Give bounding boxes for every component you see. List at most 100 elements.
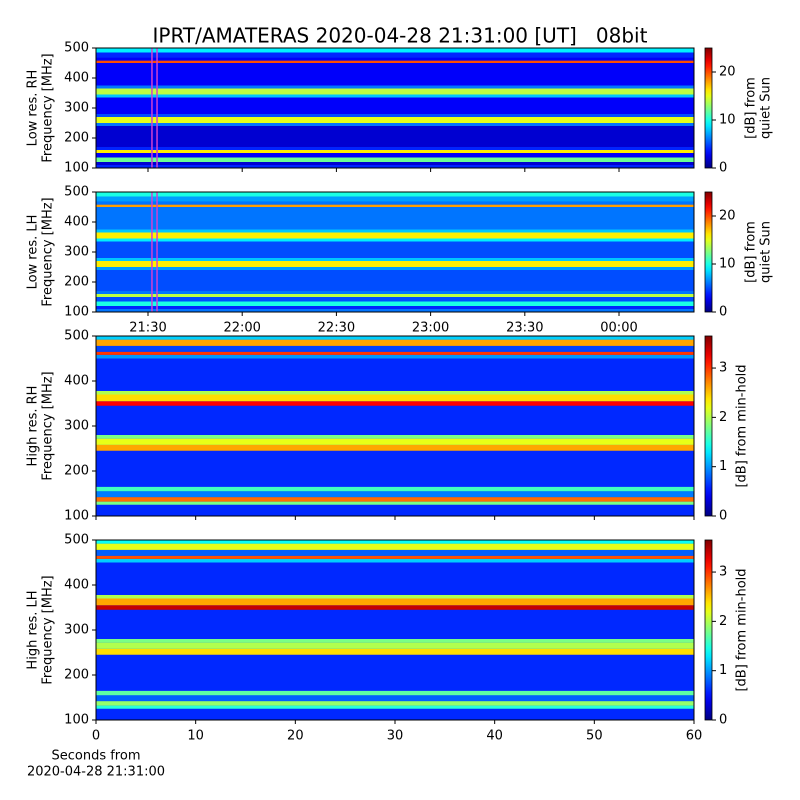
heatmap-band <box>96 358 694 391</box>
heatmap-band <box>96 114 694 117</box>
y-tick-label: 300 <box>64 419 89 434</box>
heatmap-band <box>96 123 694 126</box>
y-axis-label: High res. RH <box>26 386 41 467</box>
heatmap-band <box>96 450 694 487</box>
heatmap-band <box>96 558 694 563</box>
heatmap-band <box>96 196 694 202</box>
y-tick-label: 100 <box>64 161 89 176</box>
heatmap-band <box>96 501 694 505</box>
y-tick-label: 500 <box>64 41 89 56</box>
colorbar-label: [dB] from <box>744 77 759 139</box>
heatmap-band <box>96 609 694 639</box>
heatmap-band <box>96 405 694 435</box>
x-axis-label: Seconds from <box>51 749 140 764</box>
heatmap-band <box>96 562 694 595</box>
heatmap-band <box>96 162 694 165</box>
heatmap-band <box>96 150 694 153</box>
y-axis-label: Frequency [MHz] <box>41 371 56 480</box>
y-tick-label: 500 <box>64 185 89 200</box>
colorbar-label: [dB] from <box>744 221 759 283</box>
heatmap-band <box>96 549 694 556</box>
y-tick-label: 400 <box>64 215 89 230</box>
heatmap-band <box>96 654 694 691</box>
heatmap-band <box>96 52 694 58</box>
x-tick-label: 23:30 <box>506 321 543 336</box>
heatmap-band <box>96 238 694 242</box>
colorbar-label: quiet Sun <box>759 221 774 283</box>
y-axis-label: Frequency [MHz] <box>41 575 56 684</box>
colorbar <box>704 335 713 517</box>
x-tick-label: 0 <box>92 729 100 744</box>
colorbar-label: quiet Sun <box>759 77 774 139</box>
heatmap-band <box>96 94 694 98</box>
heatmap-band <box>96 708 694 720</box>
y-tick-label: 200 <box>64 131 89 146</box>
heatmap-band <box>96 354 694 359</box>
heatmap-band <box>96 57 694 61</box>
colorbar-tick-label: 0 <box>719 509 727 524</box>
heatmap-band <box>96 204 694 207</box>
heatmap-band <box>96 555 694 559</box>
heatmap-band <box>96 60 694 63</box>
x-tick-label: 40 <box>486 729 503 744</box>
heatmap-band <box>96 258 694 261</box>
heatmap-band <box>96 605 694 610</box>
heatmap-band <box>96 301 694 306</box>
x-tick-label: 21:30 <box>129 321 166 336</box>
heatmap-band <box>96 339 694 346</box>
colorbar-tick-label: 1 <box>719 663 727 678</box>
heatmap-band <box>96 390 694 395</box>
heatmap-band <box>96 491 694 498</box>
heatmap-band <box>96 309 694 312</box>
heatmap-band <box>96 438 694 445</box>
heatmap-band <box>96 540 694 544</box>
heatmap-band <box>96 207 694 230</box>
heatmap-band <box>96 701 694 706</box>
y-tick-label: 200 <box>64 275 89 290</box>
y-tick-label: 400 <box>64 374 89 389</box>
x-tick-label: 00:00 <box>600 321 637 336</box>
heatmap-band <box>96 192 694 197</box>
colorbar-tick-label: 0 <box>719 713 727 728</box>
heatmap-band <box>96 639 694 643</box>
heatmap-band <box>96 497 694 502</box>
colorbar-tick-label: 3 <box>719 361 727 376</box>
colorbar-tick-label: 0 <box>719 305 727 320</box>
heatmap-band <box>96 229 694 233</box>
heatmap-band <box>96 690 694 696</box>
heatmap-band <box>96 705 694 709</box>
x-tick-label: 20 <box>287 729 304 744</box>
heatmap-band <box>96 642 694 649</box>
heatmap-band <box>96 88 694 95</box>
heatmap-band <box>96 504 694 516</box>
heatmap-band <box>96 267 694 270</box>
heatmap-band <box>96 63 694 86</box>
colorbar-tick-label: 20 <box>719 209 736 224</box>
heatmap-band <box>96 232 694 239</box>
heatmap-band <box>96 435 694 439</box>
y-tick-label: 100 <box>64 305 89 320</box>
heatmap-band <box>96 165 694 168</box>
colorbar-tick-label: 2 <box>719 614 727 629</box>
y-tick-label: 500 <box>64 533 89 548</box>
heatmap-band <box>96 345 694 352</box>
y-axis-label: High res. LH <box>26 590 41 669</box>
heatmap-band <box>96 648 694 655</box>
heatmap-band <box>96 598 694 606</box>
x-tick-label: 30 <box>387 729 404 744</box>
heatmap-band <box>96 147 694 150</box>
x-tick-label: 22:30 <box>318 321 355 336</box>
x-tick-label: 23:00 <box>412 321 449 336</box>
heatmap-band <box>96 261 694 267</box>
colorbar-tick-label: 10 <box>719 113 736 128</box>
heatmap-band <box>96 297 694 302</box>
y-tick-label: 300 <box>64 245 89 260</box>
heatmap-band <box>96 444 694 451</box>
colorbar-label: [dB] from min-hold <box>735 568 750 691</box>
heatmap-band <box>96 486 694 492</box>
colorbar <box>704 539 713 721</box>
heatmap-band <box>96 126 694 147</box>
x-tick-label: 60 <box>686 729 703 744</box>
